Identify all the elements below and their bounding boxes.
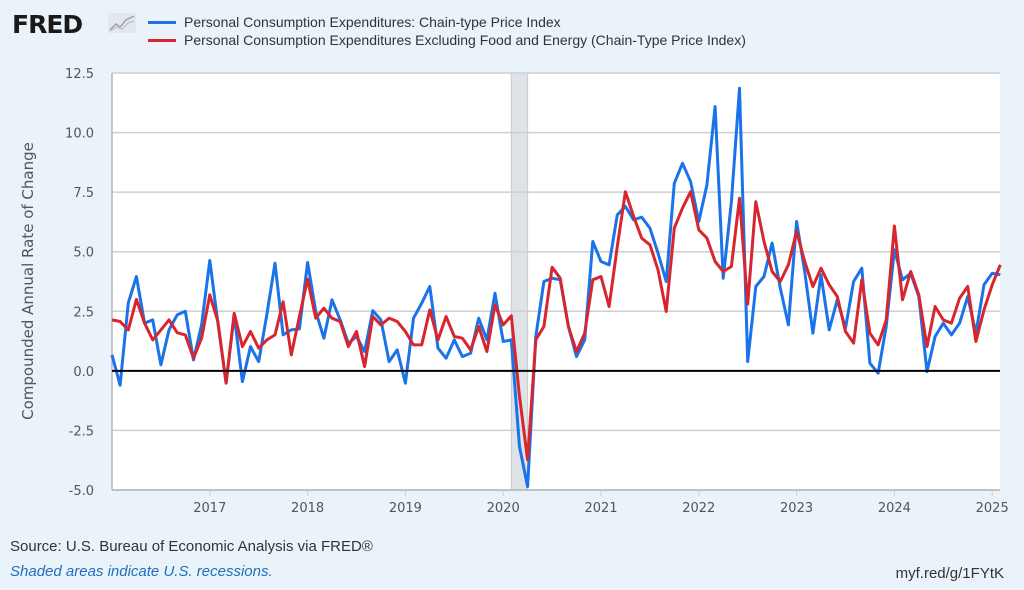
series-line-pce [110, 86, 1001, 489]
legend-label-core-pce: Personal Consumption Expenditures Exclud… [184, 32, 746, 48]
y-tick-label: 0.0 [73, 365, 94, 380]
x-tick-label: 2025 [976, 501, 1009, 516]
x-tick-label: 2024 [878, 501, 911, 516]
x-tick-label: 2023 [780, 501, 813, 516]
line-chart-icon [108, 13, 136, 33]
y-tick-label: -2.5 [69, 424, 94, 439]
fred-logo[interactable]: FRED [12, 10, 83, 39]
x-tick-label: 2021 [584, 501, 617, 516]
legend-label-pce: Personal Consumption Expenditures: Chain… [184, 14, 561, 30]
x-tick-label: 2017 [193, 501, 226, 516]
legend-swatch-pce [148, 20, 176, 24]
y-tick-label: 2.5 [73, 305, 94, 320]
series-line-core-pce [111, 190, 1002, 462]
legend-item-core-pce[interactable]: Personal Consumption Expenditures Exclud… [148, 31, 746, 49]
chart-header: FRED Personal Consumption Expenditures: … [0, 0, 1024, 60]
y-tick-label: 10.0 [65, 127, 94, 142]
x-tick-label: 2022 [682, 501, 715, 516]
y-tick-label: 7.5 [73, 186, 94, 201]
y-tick-label: -5.0 [69, 484, 94, 499]
short-link[interactable]: myf.red/g/1FYtK [895, 565, 1004, 582]
source-text: Source: U.S. Bureau of Economic Analysis… [10, 538, 373, 555]
x-tick-label: 2019 [389, 501, 422, 516]
y-tick-label: 12.5 [65, 67, 94, 82]
legend-swatch-core-pce [148, 38, 176, 42]
chart-legend: Personal Consumption Expenditures: Chain… [148, 13, 746, 49]
x-tick-label: 2018 [291, 501, 324, 516]
recession-note[interactable]: Shaded areas indicate U.S. recessions. [10, 563, 273, 580]
y-tick-label: 5.0 [73, 246, 94, 261]
legend-item-pce[interactable]: Personal Consumption Expenditures: Chain… [148, 13, 746, 31]
plot-area [112, 73, 1000, 490]
x-tick-label: 2020 [487, 501, 520, 516]
